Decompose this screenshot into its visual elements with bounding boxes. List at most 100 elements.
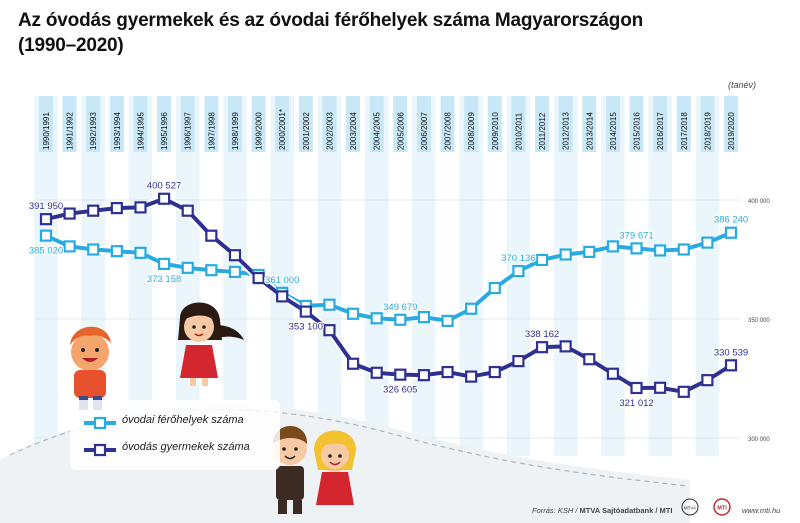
x-tick-label: 1997/1998 <box>207 112 216 150</box>
year-label-bg <box>440 96 455 152</box>
data-label-children: 321 012 <box>619 398 653 409</box>
data-point-capacity <box>559 248 572 261</box>
source-prefix: Forrás: KSH / <box>532 506 580 515</box>
year-label-bg <box>180 96 195 152</box>
x-tick-label: 1992/1993 <box>89 112 98 150</box>
axis-unit-label: (tanév) <box>728 80 757 90</box>
data-point-children <box>134 201 147 214</box>
source-note: Forrás: KSH / MTVA Sajtóadatbank / MTI <box>532 506 672 515</box>
bottom-wave-dash <box>9 408 689 487</box>
x-tick-label: 1999/2000 <box>255 112 264 150</box>
data-point-children <box>465 370 478 383</box>
x-tick-label: 2010/2011 <box>514 112 523 150</box>
year-label-bg <box>157 96 172 152</box>
y-tick-label: 350 000 <box>748 318 770 324</box>
legend-label-capacity: óvodai férőhelyek száma <box>122 414 244 426</box>
y-tick-label: 400 000 <box>748 199 770 205</box>
data-labels: 385 020 373 158 361 000 349 679 370 136 379 6… <box>28 179 750 410</box>
data-point-capacity <box>110 245 123 258</box>
data-point-children <box>630 381 643 395</box>
x-tick-label: 2016/2017 <box>656 112 665 150</box>
data-point-capacity <box>417 310 431 324</box>
children-pair-illustration <box>273 426 356 514</box>
x-tick-label: 1991/1992 <box>66 112 75 150</box>
data-point-children <box>63 207 76 220</box>
data-point-children <box>535 341 549 354</box>
year-label-bg <box>322 96 337 152</box>
year-label-bg <box>393 96 408 152</box>
child-girl-illustration <box>178 302 244 386</box>
year-band <box>695 96 720 456</box>
year-label-bg <box>676 96 691 152</box>
data-point-capacity <box>488 281 501 295</box>
year-label-bg <box>133 96 148 152</box>
year-band <box>364 96 389 456</box>
year-band <box>105 96 129 456</box>
website-link[interactable]: www.mti.hu <box>742 506 781 515</box>
data-point-children <box>488 365 501 379</box>
year-label-bg <box>724 96 738 152</box>
data-point-children <box>110 201 123 215</box>
data-point-children <box>323 324 336 337</box>
year-band <box>270 96 295 456</box>
x-tick-label: 2015/2016 <box>633 112 642 150</box>
data-point-capacity <box>158 257 171 270</box>
data-point-children <box>701 374 714 387</box>
year-band <box>624 96 649 456</box>
year-band <box>530 96 554 456</box>
x-tick-label: 2013/2014 <box>585 112 594 150</box>
data-point-capacity <box>370 312 383 325</box>
year-label-bg <box>700 96 715 152</box>
data-label-capacity: 386 240 <box>714 215 748 226</box>
data-label-children: 391 950 <box>29 201 63 212</box>
data-point-capacity <box>323 298 336 311</box>
year-label-bg <box>39 96 53 152</box>
data-point-capacity <box>724 226 738 239</box>
data-point-children <box>606 367 619 380</box>
data-label-capacity: 385 020 <box>29 246 63 257</box>
data-label-capacity: 379 671 <box>619 230 653 241</box>
data-point-capacity <box>205 264 218 277</box>
data-point-capacity <box>39 229 53 242</box>
year-band <box>57 96 82 456</box>
year-label-bg <box>251 96 266 152</box>
data-point-children <box>417 369 431 382</box>
mtva-logo-badge: MTVA <box>681 498 699 516</box>
chart-title-years: (1990–2020) <box>18 35 124 56</box>
source-publisher: MTVA Sajtóadatbank / MTI <box>579 506 673 515</box>
year-band <box>388 96 413 456</box>
x-tick-label: 2007/2008 <box>444 112 453 150</box>
x-tick-label: 2008/2009 <box>467 112 476 150</box>
year-label-bg <box>346 96 361 152</box>
x-tick-label: 2018/2019 <box>703 112 712 150</box>
data-point-capacity <box>87 243 100 256</box>
data-point-children <box>654 381 667 394</box>
legend-box <box>70 400 280 470</box>
svg-text:MTVA: MTVA <box>684 506 696 511</box>
data-point-children <box>677 385 690 398</box>
data-label-children: 330 539 <box>714 347 748 358</box>
data-point-capacity <box>134 246 147 259</box>
x-tick-label: 1994/1995 <box>136 112 145 150</box>
legend <box>70 400 280 470</box>
data-point-children <box>181 204 194 217</box>
data-label-capacity: 370 136 <box>501 253 535 264</box>
data-point-children <box>276 290 289 303</box>
year-label-bg <box>369 96 384 152</box>
year-label-bg <box>464 96 479 152</box>
data-label-children: 326 605 <box>383 385 417 396</box>
data-point-children <box>39 213 53 226</box>
data-point-capacity <box>583 245 596 258</box>
x-tick-label: 1993/1994 <box>113 112 122 150</box>
data-point-children <box>441 365 454 379</box>
data-point-capacity <box>535 253 549 267</box>
data-point-capacity <box>654 244 667 257</box>
year-label-bg <box>629 96 644 152</box>
data-label-capacity: 373 158 <box>147 274 181 285</box>
data-point-children <box>87 204 100 217</box>
year-label-bg <box>535 96 550 152</box>
year-label-bg <box>298 96 313 152</box>
x-tick-label: 2017/2018 <box>680 112 689 150</box>
data-label-children: 400 527 <box>147 181 181 192</box>
